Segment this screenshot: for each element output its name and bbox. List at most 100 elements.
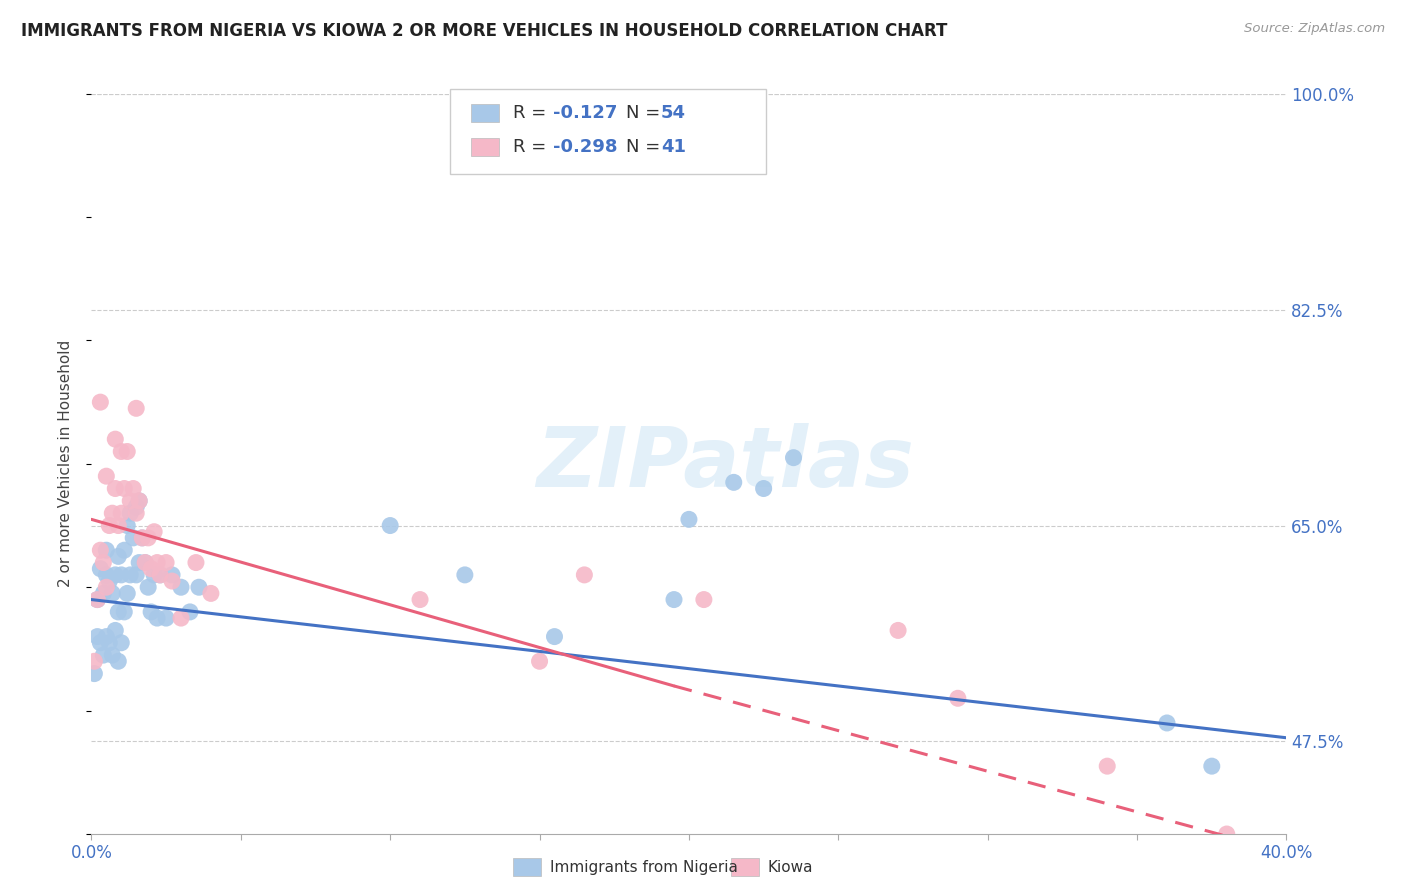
Point <box>110 568 132 582</box>
Point <box>155 556 177 570</box>
Point <box>104 568 127 582</box>
Point <box>125 500 148 514</box>
Text: IMMIGRANTS FROM NIGERIA VS KIOWA 2 OR MORE VEHICLES IN HOUSEHOLD CORRELATION CHA: IMMIGRANTS FROM NIGERIA VS KIOWA 2 OR MO… <box>21 22 948 40</box>
Point <box>146 611 169 625</box>
Y-axis label: 2 or more Vehicles in Household: 2 or more Vehicles in Household <box>58 340 73 588</box>
Point <box>93 586 115 600</box>
Point <box>104 624 127 638</box>
Point <box>134 556 156 570</box>
Text: 54: 54 <box>661 104 686 122</box>
Point <box>98 518 121 533</box>
Point <box>101 586 124 600</box>
Point <box>101 648 124 662</box>
Point <box>574 568 596 582</box>
Text: N =: N = <box>626 104 665 122</box>
Text: R =: R = <box>513 104 553 122</box>
Point <box>125 401 148 416</box>
Point <box>1156 716 1178 731</box>
Text: -0.298: -0.298 <box>553 138 617 156</box>
Point <box>110 506 132 520</box>
Point <box>122 531 145 545</box>
Point <box>693 592 716 607</box>
Point <box>723 475 745 490</box>
Point <box>1097 759 1119 773</box>
Point <box>141 562 163 576</box>
Text: Source: ZipAtlas.com: Source: ZipAtlas.com <box>1244 22 1385 36</box>
Point <box>96 568 118 582</box>
Point <box>104 432 127 446</box>
Point <box>107 605 129 619</box>
Point <box>89 562 111 576</box>
Point <box>170 611 193 625</box>
Point <box>149 568 172 582</box>
Point <box>107 549 129 564</box>
Point <box>128 494 150 508</box>
Point <box>380 518 402 533</box>
Point <box>146 556 169 570</box>
Point <box>112 543 135 558</box>
Point <box>120 506 142 520</box>
Point <box>98 574 121 588</box>
Point <box>110 444 132 458</box>
Point <box>143 568 166 582</box>
Point <box>887 624 910 638</box>
Point <box>83 666 105 681</box>
Text: Kiowa: Kiowa <box>768 860 813 874</box>
Point <box>946 691 969 706</box>
Point <box>112 482 135 496</box>
Point <box>752 482 775 496</box>
Point <box>179 605 201 619</box>
Point <box>149 568 172 582</box>
Point <box>1201 759 1223 773</box>
Point <box>125 506 148 520</box>
Point <box>96 469 118 483</box>
Point <box>141 605 163 619</box>
Point <box>115 586 138 600</box>
Point <box>86 592 108 607</box>
Point <box>93 648 115 662</box>
Point <box>98 636 121 650</box>
Point <box>543 630 565 644</box>
Text: ZIPatlas: ZIPatlas <box>536 424 914 504</box>
Point <box>115 444 138 458</box>
Text: -0.127: -0.127 <box>553 104 617 122</box>
Point <box>120 494 142 508</box>
Point <box>454 568 477 582</box>
Point <box>120 568 142 582</box>
Point <box>188 580 211 594</box>
Text: Immigrants from Nigeria: Immigrants from Nigeria <box>550 860 738 874</box>
Point <box>529 654 551 668</box>
Point <box>678 512 700 526</box>
Point <box>96 630 118 644</box>
Point <box>131 531 153 545</box>
Point <box>160 568 183 582</box>
Point <box>170 580 193 594</box>
Point <box>1216 827 1239 841</box>
Point <box>128 556 150 570</box>
Point <box>136 531 159 545</box>
Point <box>160 574 183 588</box>
Text: R =: R = <box>513 138 553 156</box>
Point <box>200 586 222 600</box>
Text: N =: N = <box>626 138 665 156</box>
Point <box>112 605 135 619</box>
Point <box>125 568 148 582</box>
Point <box>96 543 118 558</box>
Point <box>115 518 138 533</box>
Point <box>104 482 127 496</box>
Point <box>134 556 156 570</box>
Point <box>107 518 129 533</box>
Point <box>86 630 108 644</box>
Point <box>143 524 166 539</box>
Point <box>122 482 145 496</box>
Point <box>89 395 111 409</box>
Point <box>89 543 111 558</box>
Point <box>184 556 207 570</box>
Point <box>86 592 108 607</box>
Point <box>136 580 159 594</box>
Point <box>409 592 432 607</box>
Point <box>83 654 105 668</box>
Point <box>155 611 177 625</box>
Point <box>131 531 153 545</box>
Point <box>107 654 129 668</box>
